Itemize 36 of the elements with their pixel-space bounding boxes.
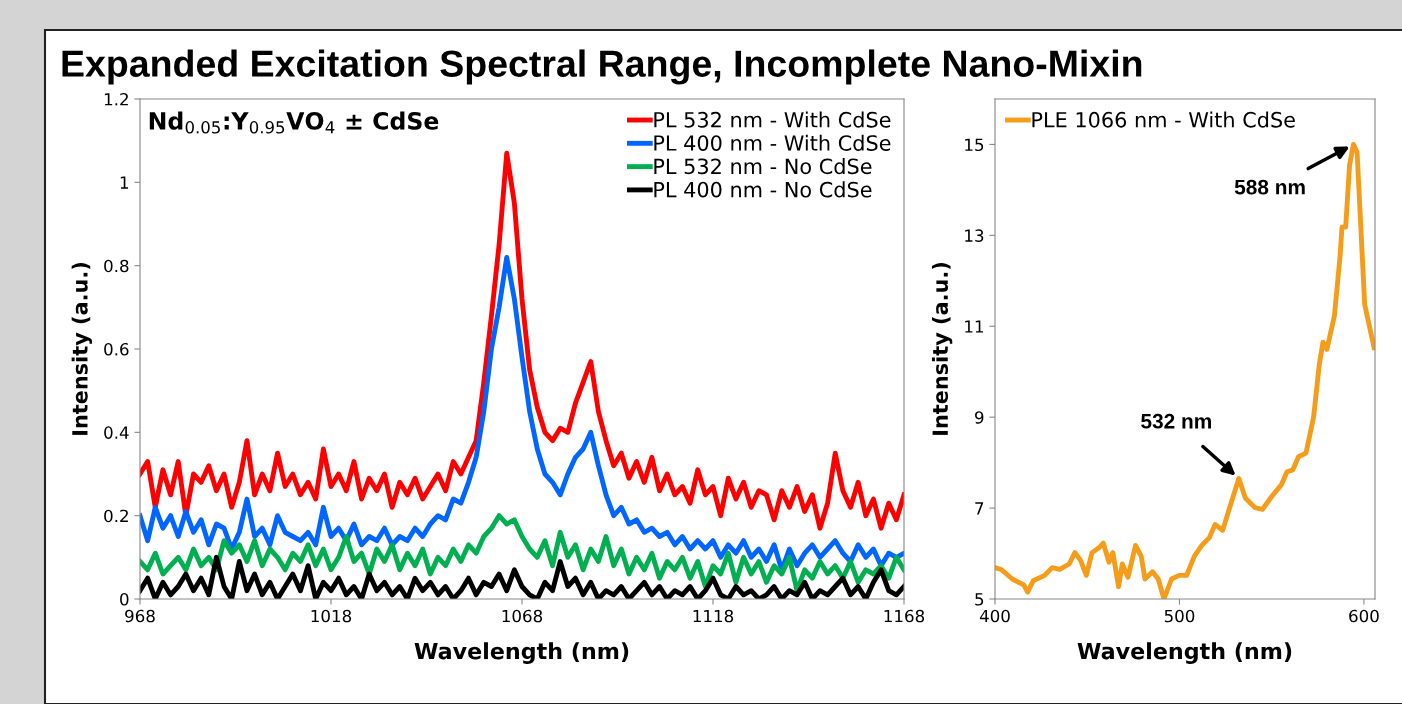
legend-label: PL 532 nm - No CdSe (654, 158, 872, 175)
line-series (140, 150, 904, 531)
y-tick-label: 15 (965, 138, 984, 152)
x-tick-label: 1018 (311, 609, 352, 623)
x-tick-label: 500 (1164, 609, 1195, 623)
x-tick-label: 1168 (884, 609, 925, 623)
x-axis-title: Wavelength (nm) (414, 642, 629, 664)
x-axis-title: Wavelength (nm) (1077, 642, 1292, 664)
y-tick-label: 0.8 (104, 259, 129, 273)
y-tick-label: 0.2 (104, 509, 128, 523)
y-tick-label: 5 (975, 593, 984, 606)
y-tick-label: 7 (975, 502, 984, 515)
chart-subtitle: Nd$_{0.05}$:Y$_{0.95}$VO$_{4}$ ± CdSe (149, 111, 439, 134)
y-axis-title: Intensity (a.u.) (71, 262, 92, 435)
y-axis-title: Intensity (a.u.) (931, 262, 953, 435)
y-tick-label: 11 (965, 320, 984, 333)
annotation: 588 nm (1234, 179, 1305, 195)
y-tick-label: 9 (975, 411, 984, 424)
line-series (140, 513, 904, 594)
y-tick-label: 13 (965, 229, 984, 242)
x-tick-label: 1118 (693, 609, 734, 623)
x-tick-label: 1068 (502, 609, 543, 623)
y-tick-label: 0.6 (104, 342, 129, 356)
legend-label: PLE 1066 nm - With CdSe (1032, 111, 1295, 128)
legend-label: PL 532 nm - With CdSe (654, 111, 891, 128)
y-tick-label: 1 (120, 176, 129, 189)
x-tick-label: 600 (1349, 609, 1379, 623)
legend-label: PL 400 nm - With CdSe (654, 134, 891, 151)
x-tick-label: 968 (125, 609, 155, 623)
y-tick-label: 0.4 (104, 426, 129, 439)
y-tick-label: 1.2 (104, 92, 128, 106)
annotation: 532 nm (1141, 413, 1211, 429)
chart-title: Expanded Excitation Spectral Range, Incomplete Nano-Mixin (62, 49, 1142, 85)
legend-label: PL 400 nm - No CdSe (654, 181, 872, 198)
y-tick-label: 0 (120, 592, 129, 606)
x-tick-label: 400 (979, 609, 1010, 623)
